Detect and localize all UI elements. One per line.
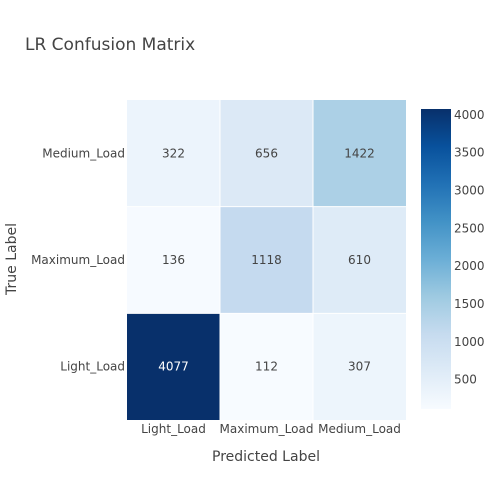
heatmap-cell-labels: 4077 112 307 136 1118 610 322 656 1422 — [158, 146, 375, 373]
heatmap-cell — [127, 100, 220, 207]
heatmap-cells — [127, 100, 406, 420]
x-axis-ticks: Light_Load Maximum_Load Medium_Load — [141, 422, 401, 436]
colorbar-tick-label: 2000 — [454, 259, 485, 273]
heatmap-cell — [127, 313, 220, 420]
cell-value-label: 1118 — [251, 253, 282, 267]
heatmap-cell — [220, 100, 313, 207]
heatmap-cell — [127, 206, 220, 314]
heatmap-cell — [220, 206, 313, 314]
colorbar-tick-label: 1000 — [454, 335, 485, 349]
colorbar — [421, 109, 451, 409]
colorbar-ticks: 500 1000 1500 2000 2500 3000 3500 4000 — [454, 108, 485, 387]
cell-value-label: 1422 — [344, 146, 375, 160]
cell-value-label: 4077 — [158, 360, 189, 374]
x-tick-label: Light_Load — [141, 422, 206, 436]
colorbar-tick-label: 4000 — [454, 108, 485, 122]
heatmap-cell — [313, 100, 406, 207]
y-tick-label: Medium_Load — [42, 146, 125, 160]
colorbar-tick-label: 3500 — [454, 146, 485, 160]
x-tick-label: Medium_Load — [318, 422, 401, 436]
y-axis-ticks: Light_Load Maximum_Load Medium_Load — [31, 146, 125, 373]
x-tick-label: Maximum_Load — [220, 422, 314, 436]
heatmap-cell — [313, 313, 406, 420]
colorbar-tick-label: 3000 — [454, 183, 485, 197]
cell-value-label: 656 — [255, 146, 278, 160]
cell-value-label: 322 — [162, 146, 185, 160]
cell-value-label: 307 — [348, 360, 371, 374]
colorbar-tick-label: 1500 — [454, 297, 485, 311]
chart-title: LR Confusion Matrix — [25, 35, 195, 55]
cell-value-label: 610 — [348, 253, 371, 267]
cell-value-label: 112 — [255, 360, 278, 374]
x-axis-title: Predicted Label — [212, 449, 320, 465]
y-tick-label: Maximum_Load — [31, 253, 125, 267]
y-tick-label: Light_Load — [60, 360, 125, 374]
colorbar-tick-label: 2500 — [454, 221, 485, 235]
heatmap-cell — [313, 206, 406, 314]
cell-value-label: 136 — [162, 253, 185, 267]
y-axis-title: True Label — [4, 223, 20, 296]
colorbar-tick-label: 500 — [454, 373, 477, 387]
heatmap-cell — [220, 313, 313, 420]
